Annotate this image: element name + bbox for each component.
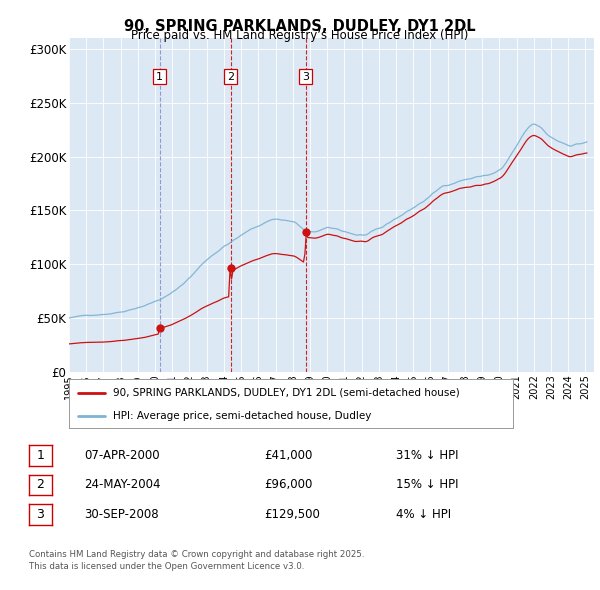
Text: £41,000: £41,000 bbox=[264, 449, 313, 462]
Text: 07-APR-2000: 07-APR-2000 bbox=[84, 449, 160, 462]
Text: 90, SPRING PARKLANDS, DUDLEY, DY1 2DL: 90, SPRING PARKLANDS, DUDLEY, DY1 2DL bbox=[124, 19, 476, 34]
Text: HPI: Average price, semi-detached house, Dudley: HPI: Average price, semi-detached house,… bbox=[113, 411, 372, 421]
Text: 3: 3 bbox=[36, 508, 44, 521]
Text: 1: 1 bbox=[156, 72, 163, 81]
Text: £96,000: £96,000 bbox=[264, 478, 313, 491]
Text: Contains HM Land Registry data © Crown copyright and database right 2025.: Contains HM Land Registry data © Crown c… bbox=[29, 550, 364, 559]
Text: 30-SEP-2008: 30-SEP-2008 bbox=[84, 508, 158, 521]
Text: 3: 3 bbox=[302, 72, 309, 81]
Text: Price paid vs. HM Land Registry’s House Price Index (HPI): Price paid vs. HM Land Registry’s House … bbox=[131, 30, 469, 42]
Text: £129,500: £129,500 bbox=[264, 508, 320, 521]
Text: 2: 2 bbox=[36, 478, 44, 491]
Text: 90, SPRING PARKLANDS, DUDLEY, DY1 2DL (semi-detached house): 90, SPRING PARKLANDS, DUDLEY, DY1 2DL (s… bbox=[113, 388, 460, 398]
Text: 4% ↓ HPI: 4% ↓ HPI bbox=[396, 508, 451, 521]
Text: 1: 1 bbox=[36, 449, 44, 462]
Text: 31% ↓ HPI: 31% ↓ HPI bbox=[396, 449, 458, 462]
Text: This data is licensed under the Open Government Licence v3.0.: This data is licensed under the Open Gov… bbox=[29, 562, 304, 571]
Text: 2: 2 bbox=[227, 72, 234, 81]
Text: 15% ↓ HPI: 15% ↓ HPI bbox=[396, 478, 458, 491]
Text: 24-MAY-2004: 24-MAY-2004 bbox=[84, 478, 161, 491]
